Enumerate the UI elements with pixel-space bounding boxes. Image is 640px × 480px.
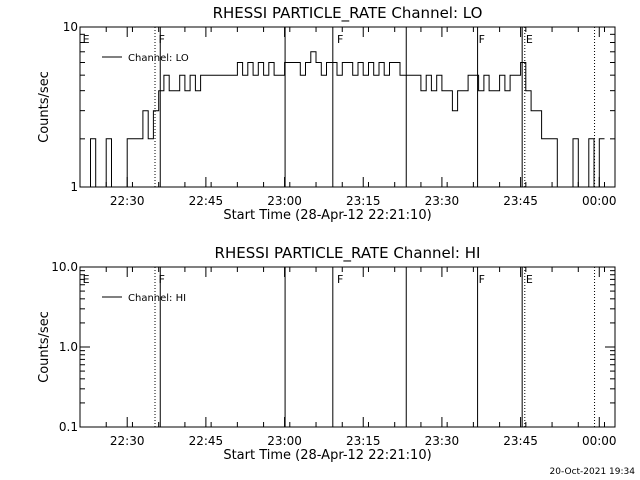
flag-label: F <box>159 273 165 286</box>
x-tick-label: 22:30 <box>110 194 145 208</box>
chart-title: RHESSI PARTICLE_RATE Channel: LO <box>213 4 483 23</box>
x-tick-label: 00:00 <box>582 194 617 208</box>
flag-label: F <box>479 33 485 46</box>
x-tick-label: 00:00 <box>582 434 617 448</box>
flag-label: E <box>526 33 533 46</box>
x-tick-label: 23:00 <box>267 434 302 448</box>
y-tick-label: 0.1 <box>59 420 78 434</box>
flag-label: F <box>479 273 485 286</box>
plot-frame <box>79 26 616 188</box>
y-axis-label: Counts/sec <box>37 71 52 143</box>
x-tick-label: 23:30 <box>425 434 460 448</box>
flag-label: E <box>83 33 90 46</box>
x-tick-label: 23:00 <box>267 194 302 208</box>
y-axis-label: Counts/sec <box>37 311 52 383</box>
hi-channel-panel: RHESSI PARTICLE_RATE Channel: HI 0.1 1.0 10… <box>37 244 617 463</box>
y-tick-label: 10 <box>63 20 78 34</box>
x-tick-label: 23:45 <box>503 194 538 208</box>
flag-label: F <box>337 273 343 286</box>
flag-label: E <box>526 273 533 286</box>
flag-label: E <box>83 273 90 286</box>
series-line <box>80 51 605 188</box>
x-tick-label: 23:15 <box>346 194 381 208</box>
legend-label: Channel: HI <box>128 293 186 304</box>
legend-label: Channel: LO <box>128 53 189 64</box>
flag-label: F <box>337 33 343 46</box>
x-tick-label: 22:45 <box>189 194 224 208</box>
x-axis-label: Start Time (28-Apr-12 22:21:10) <box>223 448 431 463</box>
y-tick-label: 1 <box>70 180 78 194</box>
lo-channel-panel: RHESSI PARTICLE_RATE Channel: LO 1 10 22:30… <box>37 4 617 223</box>
y-tick-label: 10.0 <box>51 260 78 274</box>
chart-title: RHESSI PARTICLE_RATE Channel: HI <box>215 244 481 263</box>
x-tick-label: 23:15 <box>346 434 381 448</box>
x-tick-label: 23:45 <box>503 434 538 448</box>
flag-label: F <box>159 33 165 46</box>
x-tick-label: 22:30 <box>110 434 145 448</box>
x-axis-label: Start Time (28-Apr-12 22:21:10) <box>223 208 431 223</box>
x-tick-label: 22:45 <box>189 434 224 448</box>
y-tick-label: 1.0 <box>59 340 78 354</box>
x-tick-label: 23:30 <box>425 194 460 208</box>
footer-timestamp: 20-Oct-2021 19:34 <box>550 467 636 477</box>
